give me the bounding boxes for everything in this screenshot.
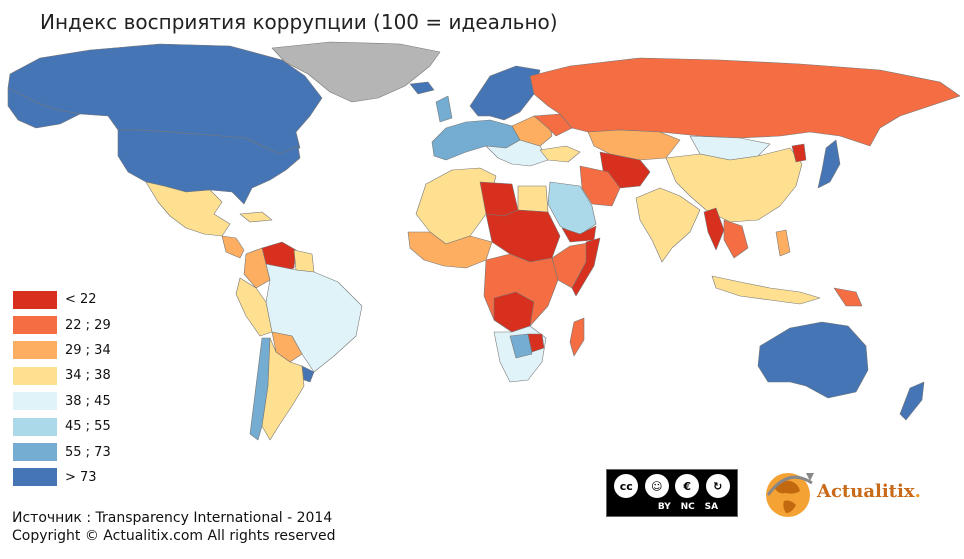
legend-swatch xyxy=(13,443,57,462)
legend-item: 55 ; 73 xyxy=(13,439,111,464)
legend-swatch xyxy=(13,316,57,335)
legend-item: 34 ; 38 xyxy=(13,363,111,388)
region-china[interactable] xyxy=(665,147,803,223)
region-zimbabwe[interactable] xyxy=(527,333,545,353)
region-north-africa[interactable] xyxy=(415,167,497,245)
copyright-text: Copyright © Actualitix.com All rights re… xyxy=(12,528,336,544)
region-mexico[interactable] xyxy=(145,181,231,237)
license-by-label: BY xyxy=(657,502,671,512)
legend-label: > 73 xyxy=(65,469,97,485)
region-myanmar[interactable] xyxy=(703,207,725,251)
region-greenland[interactable] xyxy=(271,41,441,103)
non-commercial-icon: € xyxy=(675,474,700,498)
region-philippines[interactable] xyxy=(775,229,791,257)
region-alaska[interactable] xyxy=(7,87,81,129)
brand-name: Actualitix. xyxy=(817,481,921,502)
legend-label: 29 ; 34 xyxy=(65,342,111,358)
legend-swatch xyxy=(13,341,57,360)
legend-label: 38 ; 45 xyxy=(65,393,111,409)
legend-item: 22 ; 29 xyxy=(13,312,111,337)
region-iceland[interactable] xyxy=(409,81,435,95)
legend-item: > 73 xyxy=(13,465,111,490)
region-argentina[interactable] xyxy=(261,337,305,441)
map-title: Индекс восприятия коррупции (100 = идеал… xyxy=(40,10,558,34)
world-map xyxy=(7,41,961,441)
legend-swatch xyxy=(13,417,57,436)
region-botswana[interactable] xyxy=(509,333,533,359)
legend-label: < 22 xyxy=(65,292,97,308)
region-north-korea[interactable] xyxy=(791,143,807,163)
region-scandinavia[interactable] xyxy=(469,65,541,121)
region-saudi[interactable] xyxy=(547,181,597,237)
region-indonesia[interactable] xyxy=(711,275,821,305)
legend-swatch xyxy=(13,366,57,385)
license-sa-label: SA xyxy=(704,502,719,512)
region-new-zealand[interactable] xyxy=(899,381,925,421)
region-uk[interactable] xyxy=(435,95,453,123)
region-turkey[interactable] xyxy=(539,145,581,163)
cc-icon: cc xyxy=(614,474,639,498)
share-alike-icon: ↻ xyxy=(705,474,730,498)
legend-label: 34 ; 38 xyxy=(65,368,111,384)
region-png[interactable] xyxy=(833,287,863,307)
legend-swatch xyxy=(13,392,57,411)
region-libya[interactable] xyxy=(479,181,519,217)
region-australia[interactable] xyxy=(757,321,869,399)
legend-label: 45 ; 55 xyxy=(65,419,111,435)
legend-item: < 22 xyxy=(13,287,111,312)
attribution-icon: ☺ xyxy=(644,474,669,498)
legend: < 22 22 ; 29 29 ; 34 34 ; 38 38 ; 45 45 … xyxy=(13,287,111,490)
region-somalia[interactable] xyxy=(571,237,601,297)
actualitix-logo[interactable]: Actualitix. xyxy=(760,465,955,520)
region-russia[interactable] xyxy=(529,57,961,147)
region-ukraine[interactable] xyxy=(533,113,573,137)
region-peru[interactable] xyxy=(235,277,273,337)
region-uruguay[interactable] xyxy=(301,365,315,383)
region-iran[interactable] xyxy=(579,165,621,207)
legend-label: 22 ; 29 xyxy=(65,317,111,333)
region-india[interactable] xyxy=(635,187,701,263)
region-cuba[interactable] xyxy=(239,211,273,223)
region-se-asia[interactable] xyxy=(723,219,749,259)
region-japan[interactable] xyxy=(817,139,841,189)
region-central-america[interactable] xyxy=(221,235,245,259)
license-nc-label: NC xyxy=(680,502,695,512)
legend-item: 29 ; 34 xyxy=(13,338,111,363)
legend-item: 38 ; 45 xyxy=(13,389,111,414)
region-brazil[interactable] xyxy=(265,263,363,373)
cc-license-badge[interactable]: cc ☺ € ↻ BY NC SA xyxy=(606,469,738,517)
source-text: Источник : Transparency International - … xyxy=(12,510,333,526)
legend-swatch xyxy=(13,290,57,309)
region-madagascar[interactable] xyxy=(569,317,585,357)
region-guianas[interactable] xyxy=(293,249,315,273)
region-sudan[interactable] xyxy=(485,209,561,263)
globe-icon xyxy=(766,473,814,517)
legend-item: 45 ; 55 xyxy=(13,414,111,439)
legend-label: 55 ; 73 xyxy=(65,444,111,460)
legend-swatch xyxy=(13,468,57,487)
region-yemen[interactable] xyxy=(561,225,597,243)
region-egypt[interactable] xyxy=(517,185,549,213)
